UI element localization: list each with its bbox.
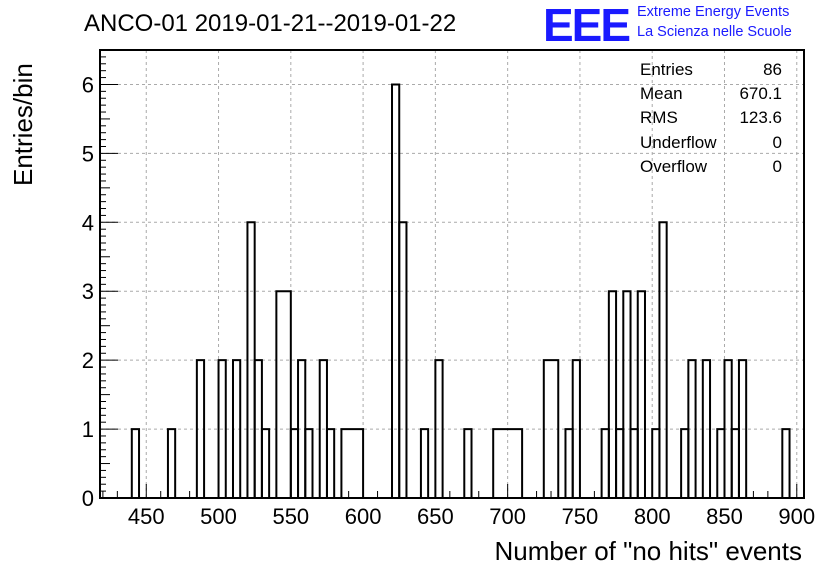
plot-frame bbox=[99, 49, 805, 499]
histogram-bin bbox=[564, 428, 574, 498]
x-tick-label: 600 bbox=[345, 504, 382, 529]
histogram-bin bbox=[166, 428, 177, 498]
stat-label: Underflow bbox=[640, 132, 717, 152]
stat-label: Entries bbox=[640, 60, 693, 79]
y-tick-label: 1 bbox=[82, 417, 94, 442]
histogram-bin bbox=[687, 359, 697, 498]
x-tick-label: 650 bbox=[417, 504, 454, 529]
y-tick-label: 6 bbox=[82, 72, 94, 97]
histogram-bin bbox=[325, 428, 336, 498]
histogram-bin bbox=[600, 428, 610, 498]
stat-value: 0 bbox=[772, 156, 782, 176]
x-axis-label: Number of "no hits" events bbox=[494, 536, 803, 566]
histogram-bin bbox=[231, 359, 242, 498]
histogram-bin bbox=[340, 428, 365, 498]
histogram-bin bbox=[636, 290, 646, 498]
y-tick-label: 2 bbox=[82, 348, 94, 373]
stats-box: Entries 86 Mean 670.1 RMS 123.6 Underflo… bbox=[640, 58, 782, 179]
x-tick-label: 700 bbox=[489, 504, 526, 529]
x-tick-label: 450 bbox=[128, 504, 165, 529]
histogram-bin bbox=[260, 428, 271, 498]
histogram-bin bbox=[275, 290, 292, 498]
histogram-bin bbox=[680, 428, 690, 498]
histogram-bin bbox=[615, 428, 625, 498]
y-tick-label: 4 bbox=[82, 210, 94, 235]
histogram-bin bbox=[730, 428, 740, 498]
histogram-bin bbox=[419, 428, 430, 498]
x-tick-label: 550 bbox=[272, 504, 309, 529]
logo-line-1: Extreme Energy Events bbox=[637, 4, 790, 20]
y-tick-label: 3 bbox=[82, 279, 94, 304]
histogram-bin bbox=[492, 428, 524, 498]
histogram-bin bbox=[658, 221, 668, 498]
histogram-bin bbox=[737, 359, 748, 498]
axis-ticks bbox=[100, 56, 798, 499]
histogram-bin bbox=[463, 428, 473, 498]
grid-lines bbox=[100, 50, 804, 499]
histogram-bin bbox=[607, 290, 618, 498]
stat-value: 123.6 bbox=[739, 108, 782, 128]
histogram-bin bbox=[629, 428, 639, 498]
stat-rms: RMS 123.6 bbox=[640, 106, 782, 130]
histogram-bin bbox=[622, 290, 632, 498]
stat-value: 0 bbox=[772, 132, 782, 152]
x-tick-label: 750 bbox=[562, 504, 599, 529]
logo-line-2: La Scienza nelle Scuole bbox=[637, 24, 792, 40]
stat-underflow: Underflow 0 bbox=[640, 131, 782, 155]
stat-label: Overflow bbox=[640, 156, 708, 176]
stat-value: 670.1 bbox=[739, 84, 782, 104]
histogram-bin bbox=[716, 428, 726, 498]
histogram-bin bbox=[434, 359, 444, 498]
histogram-bin bbox=[217, 359, 227, 498]
histogram-bin bbox=[781, 428, 791, 498]
x-tick-label: 900 bbox=[778, 504, 815, 529]
x-tick-label: 800 bbox=[634, 504, 671, 529]
stat-entries: Entries 86 bbox=[640, 58, 782, 82]
histogram-bin bbox=[571, 359, 581, 498]
histogram-bin bbox=[701, 359, 712, 498]
x-tick-label: 850 bbox=[706, 504, 743, 529]
eee-logo: EEE bbox=[543, 0, 631, 51]
histogram-bin bbox=[304, 428, 314, 498]
histogram-bin bbox=[398, 221, 408, 498]
x-tick-label: 500 bbox=[200, 504, 237, 529]
histogram-bin bbox=[651, 428, 661, 498]
stat-overflow: Overflow 0 bbox=[640, 155, 782, 179]
stat-value: 86 bbox=[763, 60, 782, 79]
y-axis-label: Entries/bin bbox=[8, 63, 38, 186]
histogram-bin bbox=[130, 428, 141, 498]
histogram-outline bbox=[130, 83, 791, 498]
y-tick-label: 5 bbox=[82, 141, 94, 166]
stat-label: Mean bbox=[640, 84, 683, 104]
histogram-bin bbox=[542, 359, 560, 498]
chart-title: ANCO-01 2019-01-21--2019-01-22 bbox=[84, 10, 457, 37]
tick-labels: 450 500 550 600 650 700 750 800 850 900 0 1 2 3 4 5 6 bbox=[82, 72, 815, 529]
histogram-bin bbox=[289, 428, 300, 498]
stat-label: RMS bbox=[640, 108, 678, 128]
histogram-bin bbox=[195, 359, 206, 498]
y-tick-label: 0 bbox=[82, 486, 94, 511]
stat-mean: Mean 670.1 bbox=[640, 82, 782, 106]
